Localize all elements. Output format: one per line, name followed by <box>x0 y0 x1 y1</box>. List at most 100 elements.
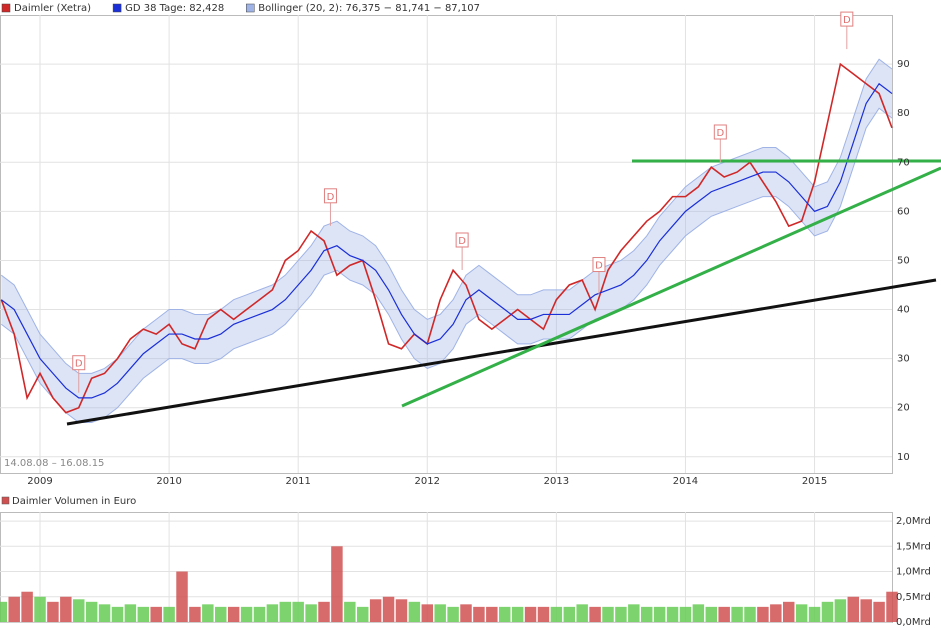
volume-swatch <box>1 496 10 505</box>
volume-bar <box>34 596 46 622</box>
y-tick-label: 70 <box>897 157 910 168</box>
volume-bar <box>189 606 201 622</box>
volume-bar <box>782 601 795 622</box>
volume-bar <box>0 601 8 622</box>
volume-bar <box>602 606 614 622</box>
volume-bar <box>563 606 576 622</box>
y-tick-label: 80 <box>897 108 910 119</box>
volume-bar <box>421 604 434 622</box>
volume-bar <box>705 606 718 622</box>
legend-swatch <box>246 3 255 13</box>
volume-bar <box>124 604 137 622</box>
legend-label: Daimler (Xetra) <box>14 3 91 14</box>
y-tick-label: 0,5Mrd <box>896 592 931 603</box>
y-tick-label: 10 <box>897 452 910 463</box>
x-tick-label: 2011 <box>285 476 310 487</box>
legend-swatch <box>1 3 11 13</box>
volume-bar <box>215 606 227 622</box>
price-line <box>0 62 893 414</box>
volume-bar <box>679 606 692 622</box>
volume-bar <box>85 601 98 622</box>
volume-bar <box>227 606 240 622</box>
y-tick-label: 1,5Mrd <box>896 541 931 552</box>
volume-bar <box>150 606 162 622</box>
volume-bar <box>744 606 756 622</box>
volume-bar <box>331 546 343 622</box>
volume-bar <box>447 606 459 622</box>
y-tick-label: 90 <box>897 59 910 70</box>
x-tick-label: 2015 <box>802 476 827 487</box>
volume-bar <box>731 606 743 622</box>
volume-title: Daimler Volumen in Euro <box>12 496 136 507</box>
x-tick-label: 2014 <box>673 476 698 487</box>
volume-bar <box>873 601 885 622</box>
volume-bar <box>73 599 85 622</box>
x-tick-label: 2012 <box>415 476 440 487</box>
volume-bar <box>434 604 446 622</box>
dividend-label: D <box>843 15 851 26</box>
volume-bar <box>305 604 317 622</box>
volume-bar <box>369 599 382 622</box>
volume-bar <box>589 606 601 622</box>
dividend-box <box>713 124 727 140</box>
volume-bar <box>408 601 421 622</box>
volume-bar <box>615 606 627 622</box>
legend-label: Bollinger (20, 2): 76,375 − 81,741 − 87,… <box>258 3 480 14</box>
volume-bar <box>382 596 395 622</box>
volume-bar <box>21 591 33 622</box>
legend-swatch <box>112 3 122 13</box>
volume-bar <box>111 606 124 622</box>
dividend-box <box>455 232 469 248</box>
volume-bar <box>653 606 666 622</box>
volume-bar <box>640 606 653 622</box>
volume-bar <box>240 606 253 622</box>
volume-bar <box>770 604 782 622</box>
volume-bar <box>537 606 550 622</box>
volume-bar <box>718 606 730 622</box>
volume-bar <box>666 606 679 622</box>
volume-bar <box>576 604 588 622</box>
y-tick-label: 0,0Mrd <box>896 617 931 628</box>
x-tick-label: 2013 <box>544 476 569 487</box>
volume-bar <box>266 604 279 622</box>
y-tick-label: 1,0Mrd <box>896 567 931 578</box>
volume-bar <box>202 604 214 622</box>
y-tick-label: 50 <box>897 255 910 266</box>
volume-bar <box>486 606 498 622</box>
dividend-box <box>72 355 86 371</box>
volume-bar <box>279 601 292 622</box>
volume-bar <box>318 601 330 622</box>
bollinger-upper <box>0 58 893 374</box>
moving-average <box>0 82 893 399</box>
volume-bar <box>292 601 304 622</box>
dividend-label: D <box>595 261 603 272</box>
volume-bar <box>253 606 266 622</box>
volume-bar <box>886 591 898 622</box>
dividend-box <box>592 257 606 273</box>
dividend-label: D <box>75 359 83 370</box>
volume-bar <box>98 604 111 622</box>
dividend-box <box>323 188 337 204</box>
volume-bar <box>395 599 408 622</box>
date-range: 14.08.08 – 16.08.15 <box>4 458 104 469</box>
x-tick-label: 2010 <box>156 476 181 487</box>
volume-bar <box>757 606 769 622</box>
y-tick-label: 40 <box>897 305 910 316</box>
y-tick-label: 60 <box>897 206 910 217</box>
volume-bar <box>821 601 834 622</box>
dividend-label: D <box>458 236 466 247</box>
dividend-label: D <box>716 128 724 139</box>
volume-bar <box>163 606 175 622</box>
volume-bar <box>460 604 472 622</box>
volume-bar <box>847 596 860 622</box>
volume-bar <box>344 601 356 622</box>
trend-line <box>66 278 937 426</box>
volume-bar <box>511 606 524 622</box>
volume-bar <box>692 604 705 622</box>
volume-bar <box>137 606 150 622</box>
y-tick-label: 30 <box>897 354 910 365</box>
x-tick-label: 2009 <box>27 476 52 487</box>
volume-bar <box>834 599 847 622</box>
volume-bar <box>628 604 640 622</box>
